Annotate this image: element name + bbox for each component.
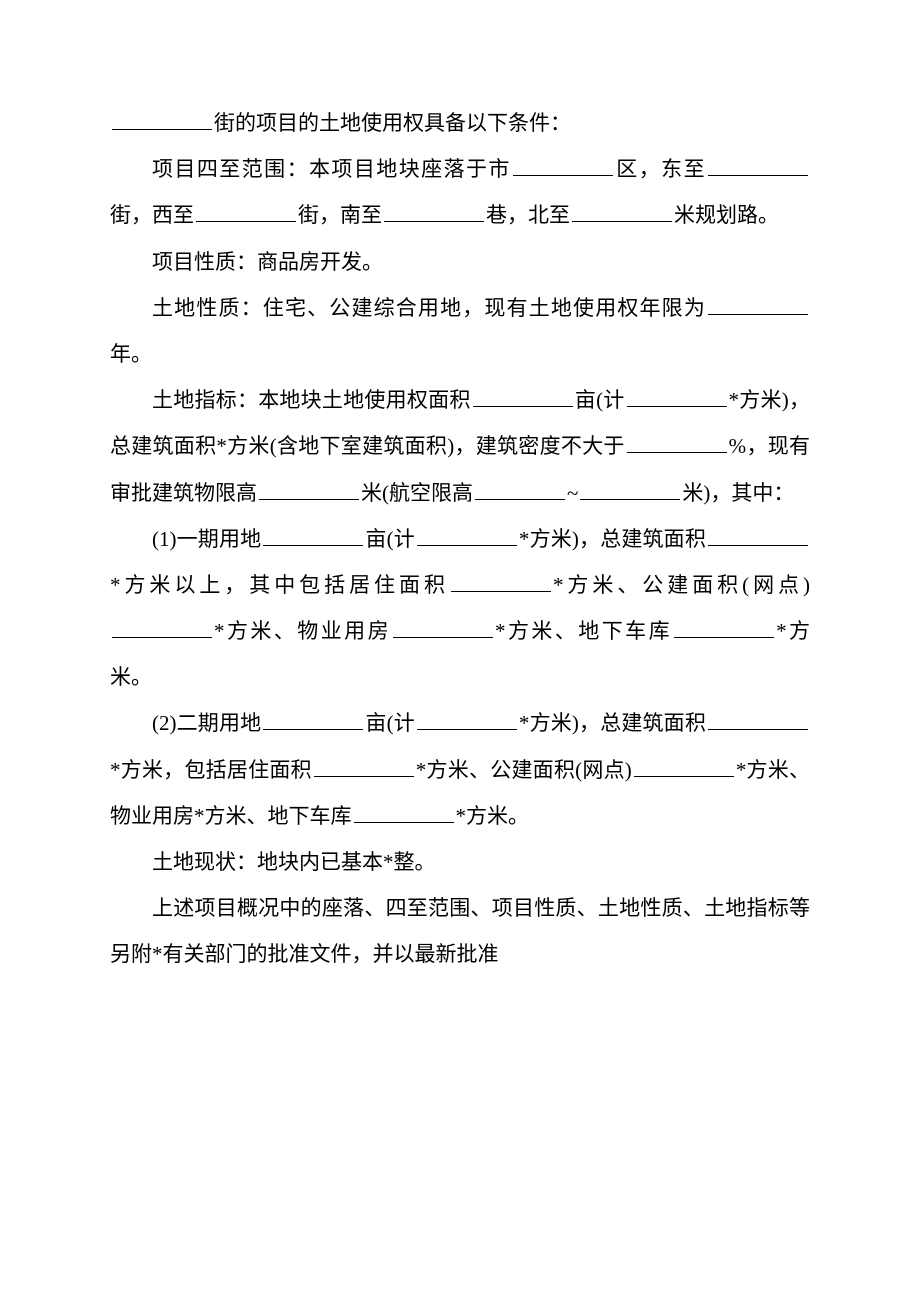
blank-field [708,154,808,176]
blank-field [259,478,359,500]
paragraph-7: (2)二期用地 亩(计 *方米)，总建筑面积 *方米，包括居住面积 *方米、公建面积(网… [110,700,810,839]
paragraph-1: 街的项目的土地使用权具备以下条件： [110,100,810,146]
blank-field [196,200,296,222]
text: 亩(计 [365,711,415,735]
text: *方米。 [456,804,530,828]
document-page: 街的项目的土地使用权具备以下条件： 项目四至范围：本项目地块座落于市 区，东至街，… [0,0,920,1302]
paragraph-2: 项目四至范围：本项目地块座落于市 区，东至街，西至 街，南至 巷，北至 米规划路。 [110,146,810,238]
blank-field [572,200,672,222]
text: *方米、公建面积(网点) [553,573,810,597]
blank-field [393,616,493,638]
blank-field [473,385,573,407]
blank-field [627,385,727,407]
text: (1)一期用地 [152,527,261,551]
blank-field [674,616,774,638]
text: 区，东至 [615,157,706,181]
text: ~ [567,481,578,505]
paragraph-8: 土地现状：地块内已基本*整。 [110,839,810,885]
text: *方米，包括居住面积 [110,758,312,782]
blank-field [384,200,484,222]
blank-field [354,801,454,823]
text: 项目四至范围：本项目地块座落于市 [152,157,511,181]
blank-field [314,755,414,777]
text: *方米)，总建筑面积 [519,527,706,551]
text: 米)，其中： [682,481,794,505]
paragraph-4: 土地性质：住宅、公建综合用地，现有土地使用权年限为年。 [110,285,810,377]
text: 街，西至 [110,203,194,227]
blank-field [475,478,565,500]
blank-field [417,524,517,546]
text: 项目性质：商品房开发。 [152,250,383,274]
text: *方米、公建面积(网点) [416,758,632,782]
blank-field [417,708,517,730]
text: 米规划路。 [674,203,779,227]
blank-field [263,708,363,730]
blank-field [627,431,727,453]
text: (2)二期用地 [152,711,261,735]
blank-field [580,478,680,500]
text: 亩(计 [575,388,625,412]
paragraph-5: 土地指标：本地块土地使用权面积亩(计*方米)，总建筑面积*方米(含地下室建筑面积… [110,377,810,516]
blank-field [708,708,808,730]
text: 土地性质：住宅、公建综合用地，现有土地使用权年限为 [152,296,706,320]
text: 土地指标：本地块土地使用权面积 [152,388,471,412]
paragraph-3: 项目性质：商品房开发。 [110,239,810,285]
text: 上述项目概况中的座落、四至范围、项目性质、土地性质、土地指标等另附*有关部门的批… [110,896,810,966]
paragraph-9: 上述项目概况中的座落、四至范围、项目性质、土地性质、土地指标等另附*有关部门的批… [110,885,810,977]
blank-field [112,616,212,638]
text: 米(航空限高 [361,481,473,505]
text: *方米、物业用房 [214,619,391,643]
blank-field [634,755,734,777]
text: *方米、地下车库 [495,619,672,643]
text: 巷，北至 [486,203,570,227]
blank-field [513,154,613,176]
blank-field [708,293,808,315]
blank-field [451,570,551,592]
text: 土地现状：地块内已基本*整。 [152,850,436,874]
text: *方米以上，其中包括居住面积 [110,573,449,597]
blank-field [708,524,808,546]
text: 亩(计 [365,527,415,551]
text: 街的项目的土地使用权具备以下条件： [214,111,571,135]
text: 街，南至 [298,203,382,227]
text: *方米)，总建筑面积 [519,711,706,735]
blank-field [112,108,212,130]
blank-field [263,524,363,546]
paragraph-6: (1)一期用地 亩(计 *方米)，总建筑面积 *方米以上，其中包括居住面积 *方米、公建… [110,516,810,701]
text: 年。 [110,342,152,366]
